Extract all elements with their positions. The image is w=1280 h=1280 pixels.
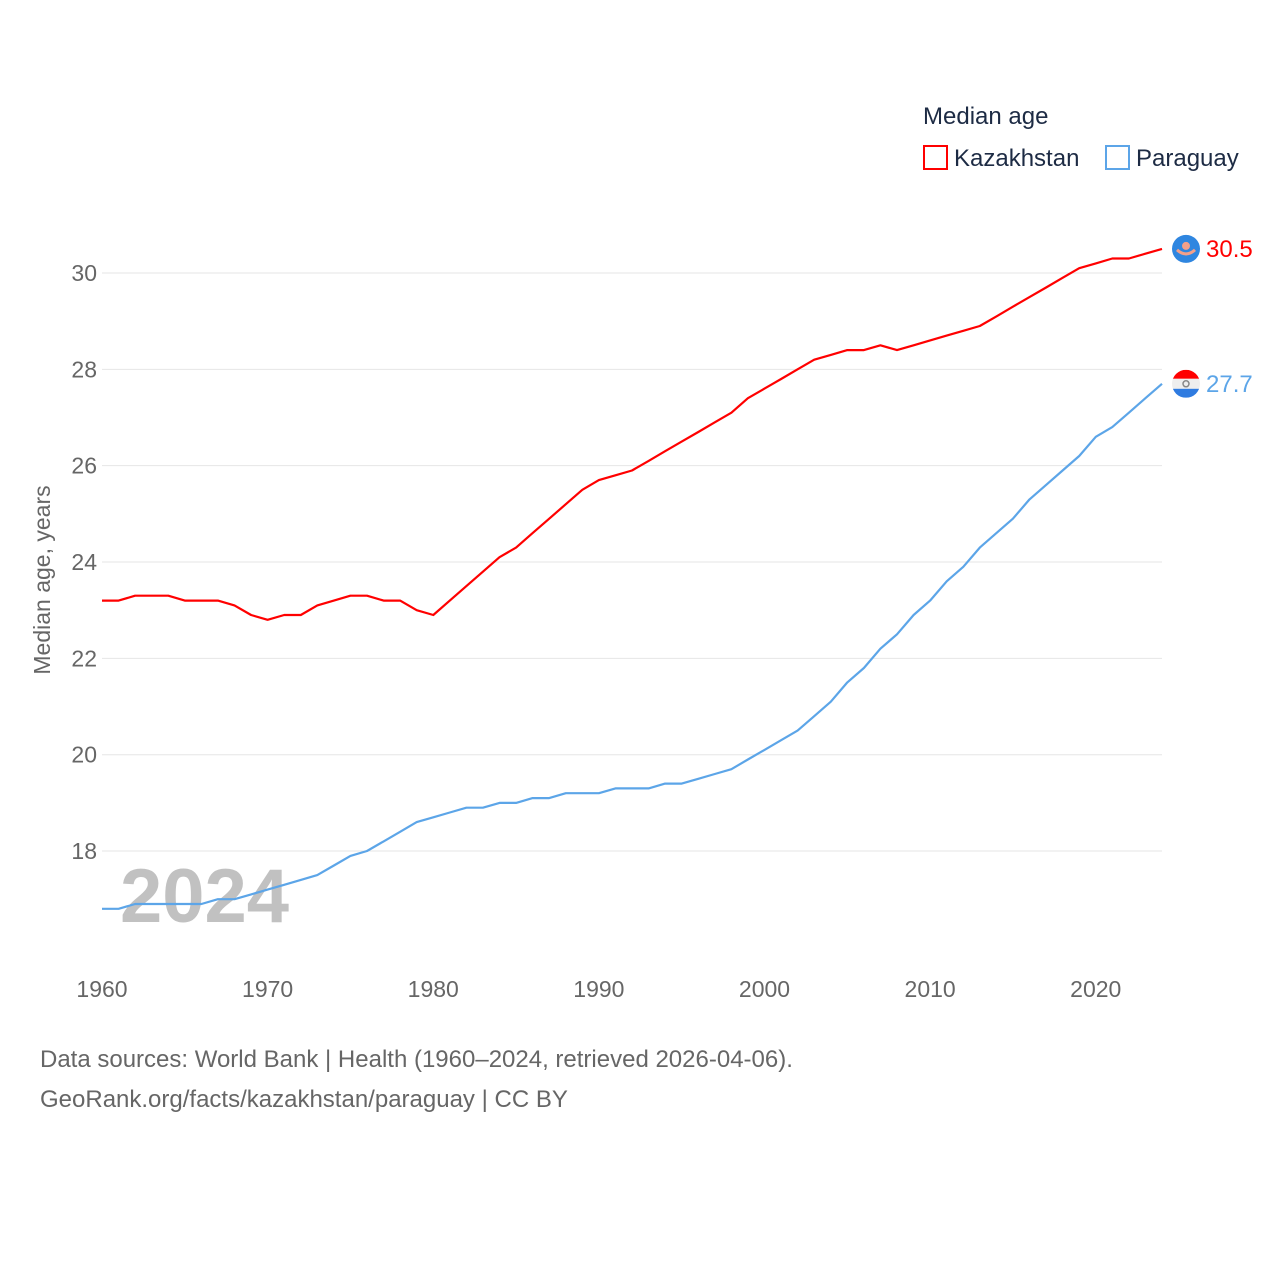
series-lines [102, 247, 1163, 910]
flag-blue-band [1172, 388, 1200, 398]
legend-item-kazakhstan[interactable]: Kazakhstan [923, 145, 1079, 172]
flag-white-band [1172, 378, 1200, 389]
flag-sun [1182, 241, 1190, 250]
x-tick-label: 1970 [242, 976, 293, 1002]
flag-emblem [1182, 380, 1190, 388]
gridlines [102, 272, 1162, 852]
x-tick-label: 2000 [739, 976, 790, 1002]
x-tick-label: 1980 [408, 976, 459, 1002]
y-tick-label: 26 [71, 453, 97, 479]
y-tick-label: 30 [71, 260, 97, 286]
series-line-kazakhstan [102, 247, 1163, 621]
flag-kazakhstan-icon [1172, 234, 1200, 263]
x-tick-label: 2010 [905, 976, 956, 1002]
watermark-year: 2024 [120, 854, 289, 939]
attribution-line[interactable]: GeoRank.org/facts/kazakhstan/paraguay | … [40, 1086, 568, 1113]
end-value-label: 27.7 [1206, 371, 1253, 398]
y-tick-label: 20 [71, 742, 97, 768]
legend-label: Paraguay [1136, 145, 1239, 172]
end-value-label: 30.5 [1206, 236, 1253, 263]
source-line: Data sources: World Bank | Health (1960–… [40, 1046, 793, 1073]
flag-paraguay-icon [1172, 369, 1200, 398]
x-tick-label: 1960 [76, 976, 127, 1002]
legend-item-paraguay[interactable]: Paraguay [1105, 145, 1239, 172]
end-markers: 30.5 27.7 [1172, 234, 1253, 398]
legend-title: Median age [923, 103, 1048, 130]
legend-label: Kazakhstan [954, 145, 1079, 172]
legend-swatch [923, 145, 948, 170]
y-tick-label: 24 [71, 549, 97, 575]
y-tick-label: 22 [71, 645, 97, 671]
legend-swatch [1105, 145, 1130, 170]
y-tick-label: 28 [71, 356, 97, 382]
series-line-paraguay [102, 382, 1163, 910]
y-axis-ticks: 18 20 22 24 26 28 30 [71, 260, 97, 864]
flag-red-band [1172, 369, 1200, 379]
y-tick-label: 18 [71, 838, 97, 864]
x-tick-label: 2020 [1070, 976, 1121, 1002]
x-axis-ticks: 1960 1970 1980 1990 2000 2010 2020 [76, 976, 1121, 1002]
y-axis-label: Median age, years [29, 485, 55, 674]
x-tick-label: 1990 [573, 976, 624, 1002]
flag-eagle [1176, 248, 1196, 256]
